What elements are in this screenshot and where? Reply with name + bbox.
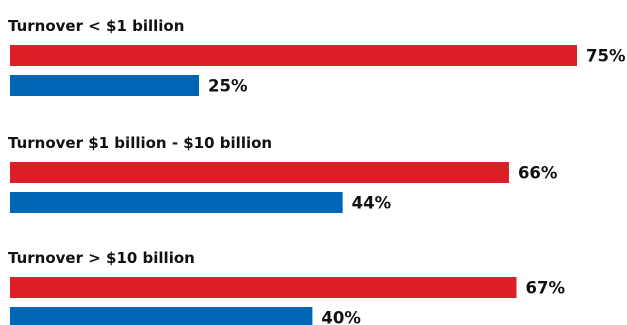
data-label: 75% <box>586 47 626 66</box>
category-label: Turnover > $10 billion <box>8 249 195 267</box>
data-label: 67% <box>526 279 566 298</box>
bar <box>10 277 517 298</box>
bar <box>10 75 199 96</box>
data-label: 44% <box>352 194 392 213</box>
category-label: Turnover < $1 billion <box>8 17 184 35</box>
data-label: 40% <box>321 309 361 325</box>
bar <box>10 307 313 325</box>
data-label: 66% <box>518 164 558 183</box>
bar <box>10 192 343 213</box>
category-label: Turnover $1 billion - $10 billion <box>8 134 272 152</box>
bar <box>10 162 509 183</box>
bar <box>10 45 577 66</box>
data-label: 25% <box>208 77 248 96</box>
